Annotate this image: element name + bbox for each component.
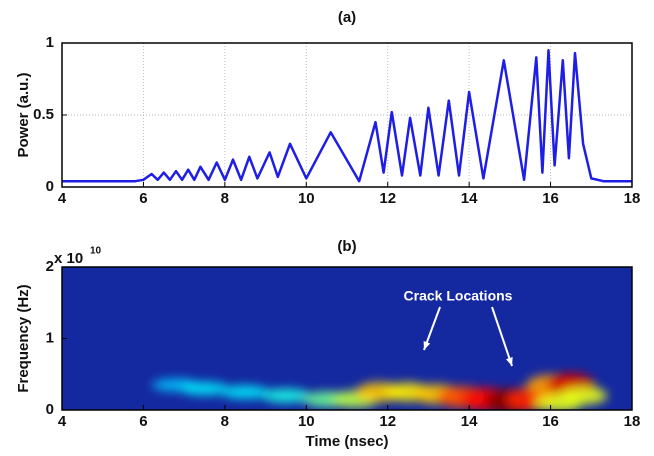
annotation-arrowhead [423, 341, 431, 350]
y-tick-label: 0 [46, 401, 54, 418]
y-multiplier-exponent: 10 [90, 246, 102, 257]
x-tick-label: 6 [139, 413, 147, 430]
plot-frame [61, 42, 633, 188]
chart-title: (a) [338, 9, 356, 26]
plot-frame [61, 266, 633, 411]
heatmap-blob [559, 386, 608, 405]
heatmap-blob [261, 388, 310, 403]
y-axis-label: Power (a.u.) [15, 72, 32, 157]
y-tick-label: 0.5 [33, 106, 54, 123]
x-tick-label: 14 [461, 413, 478, 430]
x-tick-label: 14 [461, 190, 478, 207]
heatmap-blob [221, 385, 270, 399]
heatmap-blobs [152, 372, 608, 410]
x-tick-label: 6 [139, 190, 147, 207]
heatmap [152, 372, 608, 410]
x-tick-label: 16 [542, 413, 559, 430]
x-tick-label: 10 [298, 413, 315, 430]
heatmap-blob [180, 381, 229, 396]
x-tick-label: 16 [542, 190, 559, 207]
x-tick-label: 18 [624, 413, 641, 430]
annotation-arrowhead [506, 357, 513, 366]
y-tick-label: 1 [46, 329, 54, 346]
x-tick-label: 4 [58, 413, 67, 430]
annotation: Crack Locations [404, 288, 513, 304]
x-tick-label: 8 [221, 190, 229, 207]
x-tick-label: 18 [624, 190, 641, 207]
y-tick-label: 2 [46, 258, 54, 275]
x-axis-label: Time (nsec) [305, 433, 388, 450]
y-axis-label: Frequency (Hz) [15, 284, 32, 392]
y-tick-label: 1 [46, 34, 54, 51]
chart-title: (b) [337, 238, 356, 255]
line [62, 48, 632, 183]
x-tick-label: 8 [221, 413, 229, 430]
x-tick-label: 12 [379, 413, 396, 430]
y-tick-label: 0 [46, 178, 54, 195]
x-tick-label: 12 [379, 190, 396, 207]
x-tick-label: 10 [298, 190, 315, 207]
annotation-arrow [491, 306, 513, 367]
y-multiplier: x 10 [54, 250, 83, 267]
x-tick-label: 4 [58, 190, 67, 207]
